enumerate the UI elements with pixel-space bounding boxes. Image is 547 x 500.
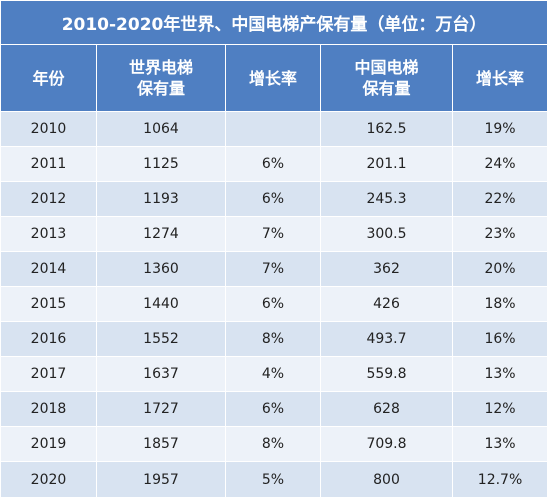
cell-china-growth: 18% <box>451 286 547 322</box>
cell-world-growth: 8% <box>225 321 321 357</box>
header-world-elevators: 世界电梯 保有量 <box>96 44 226 112</box>
cell-year: 2018 <box>0 391 97 427</box>
cell-world-elevators: 1957 <box>96 461 226 498</box>
cell-world-elevators: 1064 <box>96 111 226 147</box>
table-row: 2013 1274 7% 300.5 23% <box>0 216 547 252</box>
cell-world-elevators: 1360 <box>96 251 226 287</box>
header-line: 保有量 <box>136 79 185 98</box>
table-body: 2010 1064 162.5 19% 2011 1125 6% 201.1 24% 2012 11… <box>0 111 547 498</box>
table-row: 2011 1125 6% 201.1 24% <box>0 146 547 182</box>
cell-china-growth: 12.7% <box>451 461 547 498</box>
cell-world-growth: 6% <box>225 146 321 182</box>
cell-world-growth: 7% <box>225 251 321 287</box>
table-row: 2017 1637 4% 559.8 13% <box>0 356 547 392</box>
cell-china-growth: 20% <box>451 251 547 287</box>
cell-world-elevators: 1857 <box>96 426 226 462</box>
cell-world-elevators: 1274 <box>96 216 226 252</box>
cell-world-growth <box>225 111 321 147</box>
cell-year: 2016 <box>0 321 97 357</box>
column-header-row: 年份 世界电梯保有量 增长率 中国电梯保有量 增长率 <box>0 44 547 112</box>
table-row: 2019 1857 8% 709.8 13% <box>0 426 547 462</box>
cell-china-growth: 13% <box>451 426 547 462</box>
cell-china-growth: 24% <box>451 146 547 182</box>
cell-year: 2017 <box>0 356 97 392</box>
table-title-row: 2010-2020年世界、中国电梯产保有量（单位：万台） <box>0 0 547 45</box>
header-line: 保有量 <box>362 79 411 98</box>
cell-china-elevators: 362 <box>320 251 453 287</box>
cell-china-elevators: 628 <box>320 391 453 427</box>
header-world-growth: 增长率 <box>225 44 321 112</box>
header-line: 中国电梯 <box>354 58 419 77</box>
cell-year: 2012 <box>0 181 97 217</box>
header-china-elevators: 中国电梯 保有量 <box>320 44 453 112</box>
cell-year: 2014 <box>0 251 97 287</box>
table-row: 2020 1957 5% 800 12.7% <box>0 461 547 498</box>
table-row: 2016 1552 8% 493.7 16% <box>0 321 547 357</box>
cell-year: 2010 <box>0 111 97 147</box>
header-line: 增长率 <box>476 68 525 88</box>
cell-china-growth: 19% <box>451 111 547 147</box>
cell-world-elevators: 1440 <box>96 286 226 322</box>
header-line: 年份 <box>32 68 65 88</box>
cell-world-elevators: 1727 <box>96 391 226 427</box>
cell-world-growth: 4% <box>225 356 321 392</box>
header-year: 年份 <box>0 44 97 112</box>
cell-world-growth: 6% <box>225 391 321 427</box>
cell-china-elevators: 162.5 <box>320 111 453 147</box>
cell-china-growth: 12% <box>451 391 547 427</box>
cell-china-growth: 16% <box>451 321 547 357</box>
table-title: 2010-2020年世界、中国电梯产保有量（单位：万台） <box>0 0 547 45</box>
header-line: 世界电梯 <box>128 58 193 77</box>
cell-year: 2015 <box>0 286 97 322</box>
cell-world-growth: 5% <box>225 461 321 498</box>
cell-world-growth: 7% <box>225 216 321 252</box>
cell-year: 2013 <box>0 216 97 252</box>
table-row: 2018 1727 6% 628 12% <box>0 391 547 427</box>
header-china-growth: 增长率 <box>451 44 547 112</box>
cell-china-growth: 13% <box>451 356 547 392</box>
table-row: 2015 1440 6% 426 18% <box>0 286 547 322</box>
cell-china-elevators: 800 <box>320 461 453 498</box>
cell-world-growth: 6% <box>225 286 321 322</box>
cell-china-growth: 23% <box>451 216 547 252</box>
table-row: 2014 1360 7% 362 20% <box>0 251 547 287</box>
cell-china-elevators: 300.5 <box>320 216 453 252</box>
cell-world-growth: 8% <box>225 426 321 462</box>
cell-world-elevators: 1637 <box>96 356 226 392</box>
cell-world-growth: 6% <box>225 181 321 217</box>
cell-china-elevators: 559.8 <box>320 356 453 392</box>
cell-world-elevators: 1193 <box>96 181 226 217</box>
header-line: 增长率 <box>248 68 297 88</box>
cell-china-elevators: 426 <box>320 286 453 322</box>
table-row: 2012 1193 6% 245.3 22% <box>0 181 547 217</box>
cell-china-elevators: 201.1 <box>320 146 453 182</box>
cell-china-elevators: 493.7 <box>320 321 453 357</box>
cell-china-elevators: 245.3 <box>320 181 453 217</box>
cell-year: 2020 <box>0 461 97 498</box>
cell-china-elevators: 709.8 <box>320 426 453 462</box>
table-row: 2010 1064 162.5 19% <box>0 111 547 147</box>
cell-world-elevators: 1552 <box>96 321 226 357</box>
cell-china-growth: 22% <box>451 181 547 217</box>
cell-year: 2011 <box>0 146 97 182</box>
cell-year: 2019 <box>0 426 97 462</box>
cell-world-elevators: 1125 <box>96 146 226 182</box>
